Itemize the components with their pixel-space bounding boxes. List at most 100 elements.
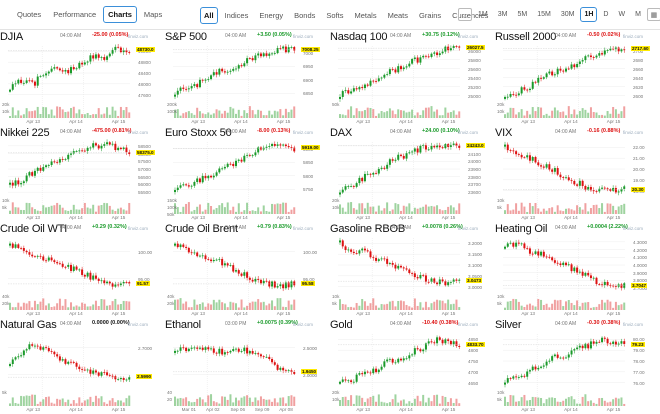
filter-bonds[interactable]: Bonds (294, 11, 316, 20)
chart-panel[interactable]: Euro Stoxx 50 04:00 AM -8.00 (0.13%) finviz… (165, 126, 330, 222)
chart-panel[interactable]: Crude Oil Brent 04:00 AM +0.79 (0.83%) finv… (165, 222, 330, 318)
volume-bar (254, 114, 257, 118)
filter-softs[interactable]: Softs (326, 11, 344, 20)
volume-bar (42, 298, 45, 310)
quote-time: 04:00 AM (60, 321, 82, 327)
timeframe-30m[interactable]: 30M (560, 11, 575, 18)
nav-tab-quotes[interactable]: Quotes (17, 10, 42, 19)
chart-panel[interactable]: Gold 04:00 AM -10.40 (0.38%) finviz.com 4850… (330, 318, 495, 414)
volume-bar (70, 403, 72, 406)
chart-panel[interactable]: Nikkei 225 04:00 AM -475.00 (0.81%) finviz.… (0, 126, 165, 222)
candle (198, 347, 201, 349)
volume-bar (584, 203, 587, 214)
candle (422, 55, 425, 58)
candle (276, 48, 279, 54)
candle (83, 150, 86, 152)
candle (595, 341, 598, 344)
candle (380, 77, 383, 79)
nav-tab-performance[interactable]: Performance (53, 10, 97, 19)
volume-bar (108, 205, 111, 214)
volume-bar (20, 115, 23, 118)
filter-all[interactable]: All (200, 7, 218, 24)
filter-currencies[interactable]: Currencies (452, 11, 489, 20)
volume-bar (72, 400, 75, 406)
candle (347, 380, 350, 382)
volume-bar (545, 210, 548, 214)
volume-bar (61, 398, 64, 406)
candle (551, 257, 554, 261)
volume-bar (190, 307, 193, 310)
volume-bar (86, 306, 89, 310)
volume-bar (92, 304, 95, 310)
chart-panel[interactable]: Heating Oil 04:00 AM +0.0004 (2.22%) finviz… (495, 222, 660, 318)
volume-bar (198, 204, 201, 214)
timeframe-1m[interactable]: 1M (478, 11, 488, 18)
filter-indices[interactable]: Indices (224, 11, 249, 20)
candle (198, 255, 201, 257)
volume-bar (512, 395, 515, 406)
nav-tab-maps[interactable]: Maps (143, 10, 163, 19)
timeframe-5m[interactable]: 5M (517, 11, 528, 18)
timeframe-m[interactable]: M (635, 11, 641, 18)
candle (419, 274, 422, 279)
volume-bar (584, 394, 587, 406)
chart-style-toggle-icon[interactable]: ◡ (458, 8, 472, 21)
volume-bar (369, 303, 372, 310)
chart-panel[interactable]: Russell 2000 04:00 AM -0.50 (0.02%) finviz.… (495, 30, 660, 126)
chart-panel[interactable]: Nasdaq 100 04:00 AM +30.75 (0.12%) finviz.c… (330, 30, 495, 126)
chart-panel[interactable]: VIX 04:00 AM -0.16 (0.88%) finviz.com 22.00 2… (495, 126, 660, 222)
volume-bar (271, 300, 274, 310)
timeframe-d[interactable]: D (603, 11, 609, 18)
candle (282, 367, 285, 371)
price-change: -0.30 (0.38%) (587, 320, 621, 326)
volume-bar (584, 109, 587, 118)
timeframe-15m[interactable]: 15M (537, 11, 551, 18)
chart-panel[interactable]: Crude Oil WTI 04:00 AM +0.29 (0.32%) finviz… (0, 222, 165, 318)
calendar-icon[interactable]: ▦ (646, 8, 660, 21)
candle (265, 146, 268, 148)
candle (293, 47, 296, 51)
timeframe-w[interactable]: W (618, 11, 626, 18)
y-axis-tick: 56000 (138, 182, 151, 188)
volume-bar (402, 110, 405, 118)
nav-tab-charts[interactable]: Charts (103, 6, 137, 23)
candle (293, 281, 296, 286)
chart-panel[interactable]: Silver 04:00 AM -0.30 (0.38%) finviz.com 80.… (495, 318, 660, 414)
volume-bar (436, 394, 439, 406)
filter-meats[interactable]: Meats (387, 11, 409, 20)
volume-bar (198, 397, 201, 406)
candle (366, 250, 369, 252)
candle (190, 252, 193, 254)
candle (363, 173, 366, 182)
chart-panel[interactable]: S&P 500 04:00 AM +3.50 (0.05%) finviz.com 70… (165, 30, 330, 126)
chart-panel[interactable]: Natural Gas 04:00 AM 0.0000 (0.00%) finviz.… (0, 318, 165, 414)
volume-bar (455, 210, 458, 214)
candle (97, 278, 100, 281)
candlestick-chart (503, 141, 626, 214)
candle (447, 144, 450, 147)
volume-bar (229, 394, 232, 406)
candle (528, 248, 531, 254)
filter-grains[interactable]: Grains (419, 11, 442, 20)
timeframe-1h[interactable]: 1H (580, 7, 598, 22)
filter-metals[interactable]: Metals (354, 11, 377, 20)
quote-time: 04:00 AM (225, 129, 247, 135)
volume-bar (187, 401, 190, 406)
symbol-name: S&P 500 (165, 31, 207, 43)
volume-bar (565, 398, 567, 406)
filter-energy[interactable]: Energy (259, 11, 284, 20)
volume-bar (578, 403, 581, 406)
candle (567, 264, 570, 266)
chart-panel[interactable]: Ethanol 03:00 PM +0.0075 (0.39%) finviz.com… (165, 318, 330, 414)
candle (201, 175, 204, 183)
timeframe-3m[interactable]: 3M (497, 11, 508, 18)
volume-bar (614, 301, 617, 310)
volume-bar (388, 301, 391, 310)
chart-panel[interactable]: Gasoline RBOB 04:00 AM +0.0078 (0.26%) finv… (330, 222, 495, 318)
candle (92, 370, 95, 374)
candle (174, 243, 176, 246)
volume-bar (388, 402, 391, 406)
volume-bar (427, 206, 430, 214)
